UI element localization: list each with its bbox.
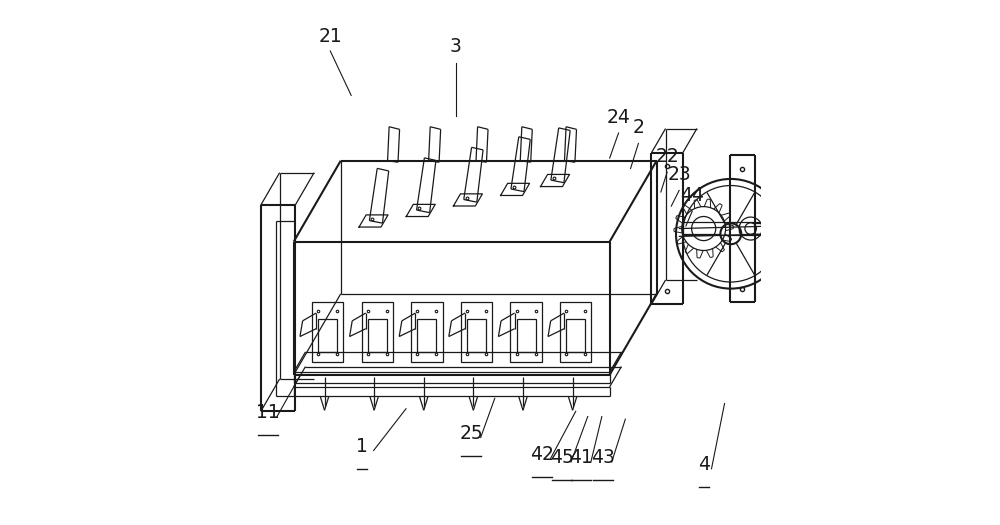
Text: 23: 23 — [667, 165, 691, 184]
Bar — [312, 302, 343, 362]
Bar — [461, 302, 492, 362]
Bar — [318, 319, 337, 352]
Text: 1: 1 — [356, 437, 368, 456]
Bar — [510, 302, 542, 362]
Text: 41: 41 — [569, 448, 593, 467]
Text: 4: 4 — [698, 455, 710, 474]
Text: 3: 3 — [450, 37, 462, 56]
Text: 22: 22 — [655, 147, 679, 166]
Text: 42: 42 — [530, 445, 554, 464]
Text: 2: 2 — [632, 118, 644, 137]
Text: 24: 24 — [607, 108, 630, 127]
Text: 25: 25 — [459, 424, 483, 443]
Text: 45: 45 — [550, 448, 574, 467]
Bar — [417, 319, 436, 352]
Bar — [560, 302, 591, 362]
Bar — [517, 319, 536, 352]
Bar — [368, 319, 387, 352]
Text: 21: 21 — [318, 27, 342, 46]
Bar — [566, 319, 585, 352]
Text: 11: 11 — [256, 403, 279, 422]
Text: 44: 44 — [680, 186, 704, 205]
Bar — [362, 302, 393, 362]
Bar — [411, 302, 443, 362]
Bar — [467, 319, 486, 352]
Text: 43: 43 — [591, 448, 615, 467]
